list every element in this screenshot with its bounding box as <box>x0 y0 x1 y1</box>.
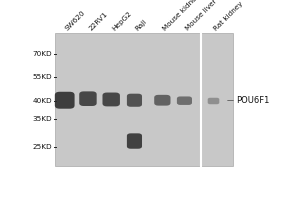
Text: SW620: SW620 <box>64 9 87 32</box>
Text: 70KD: 70KD <box>33 51 52 57</box>
FancyBboxPatch shape <box>103 93 120 106</box>
FancyBboxPatch shape <box>208 98 219 104</box>
Text: 22RV1: 22RV1 <box>88 11 108 32</box>
Text: Mouse liver: Mouse liver <box>184 0 218 32</box>
Text: —: — <box>227 97 234 103</box>
Bar <box>55 33 233 166</box>
FancyBboxPatch shape <box>55 92 75 109</box>
FancyBboxPatch shape <box>127 133 142 149</box>
FancyBboxPatch shape <box>79 91 97 106</box>
Text: Mouse kidney: Mouse kidney <box>162 0 201 32</box>
Text: Rat kidney: Rat kidney <box>213 0 244 32</box>
FancyBboxPatch shape <box>177 96 192 105</box>
Text: HepG2: HepG2 <box>111 10 133 32</box>
Text: Raji: Raji <box>134 18 148 32</box>
Text: 40KD: 40KD <box>33 98 52 104</box>
Text: POU6F1: POU6F1 <box>236 96 270 105</box>
FancyBboxPatch shape <box>127 94 142 107</box>
Text: 35KD: 35KD <box>33 116 52 122</box>
FancyBboxPatch shape <box>154 95 170 106</box>
Text: 25KD: 25KD <box>33 144 52 150</box>
Text: 55KD: 55KD <box>33 74 52 80</box>
